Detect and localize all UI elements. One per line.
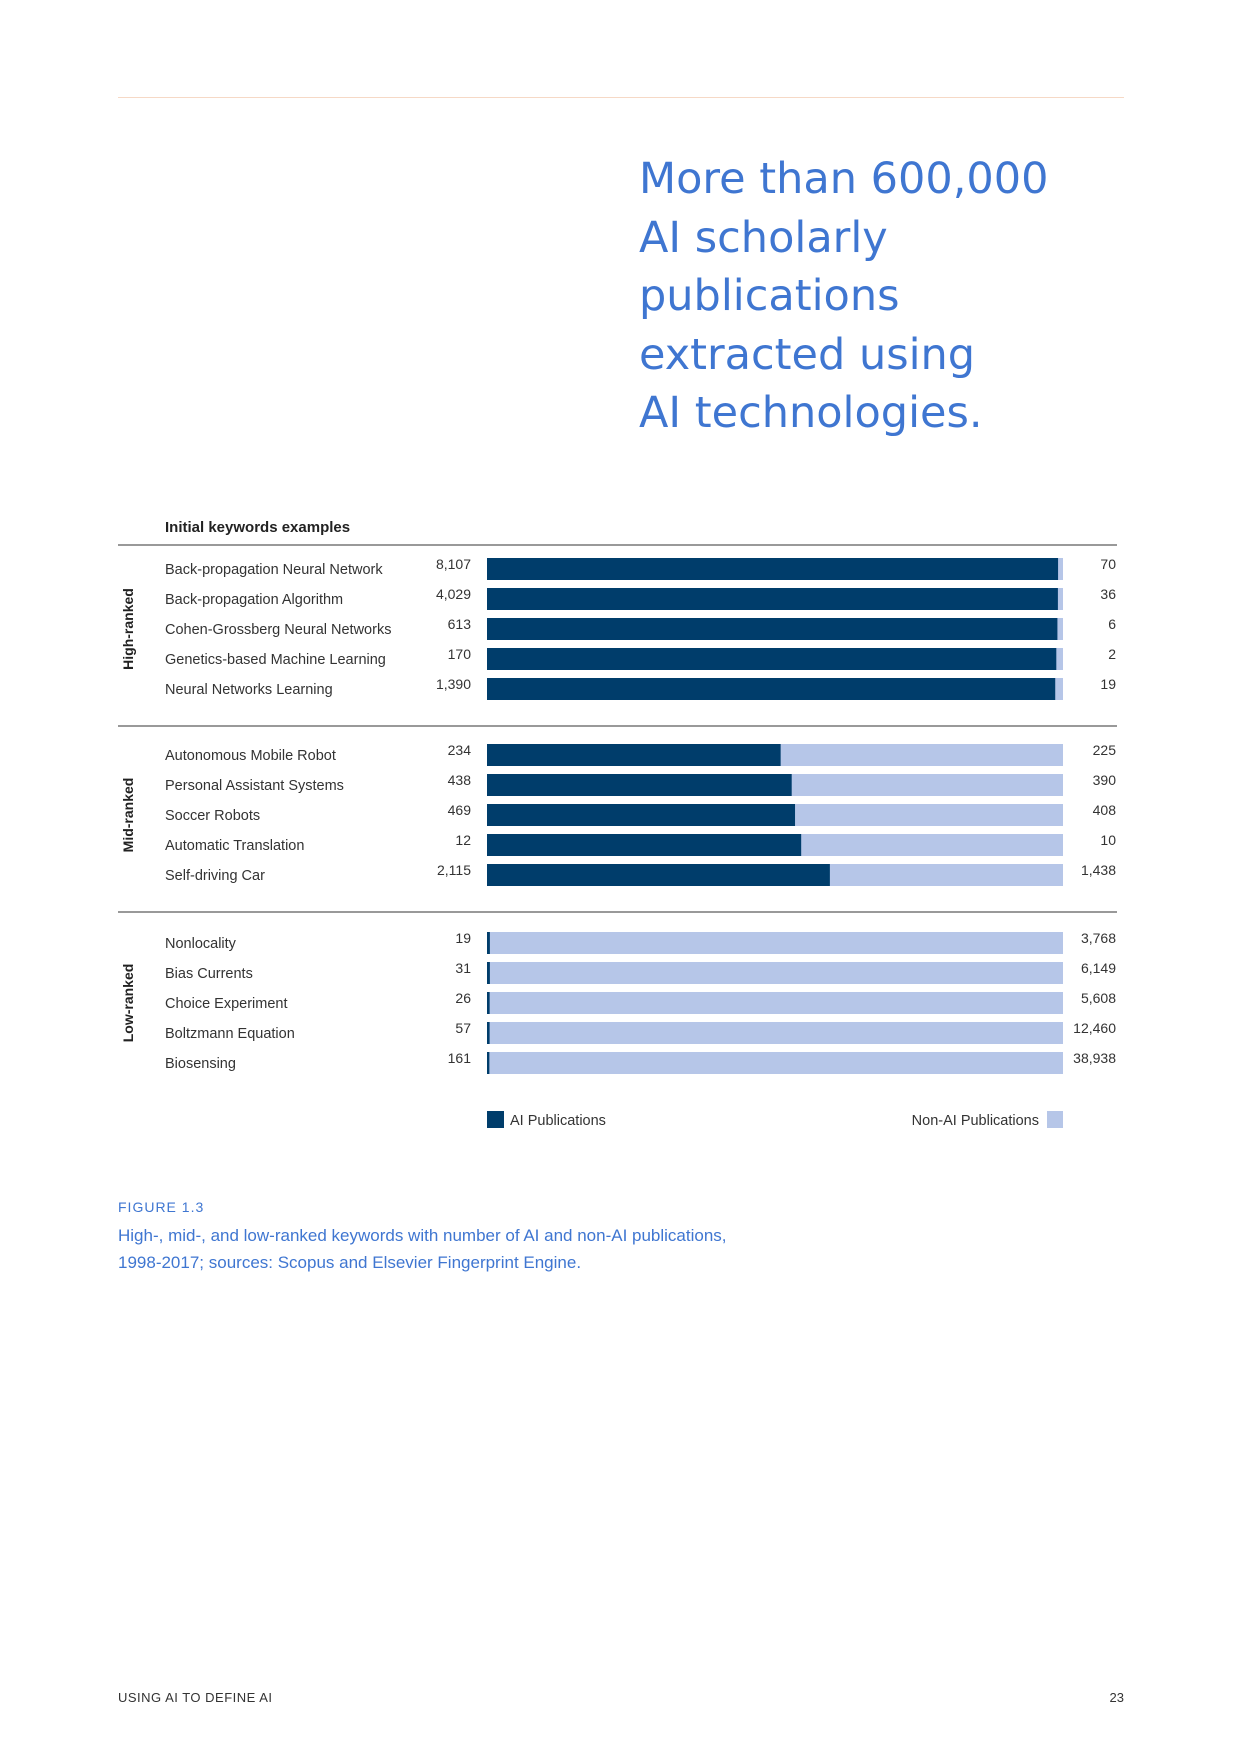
group-label: High-ranked <box>120 588 136 670</box>
keyword-label: Back-propagation Algorithm <box>165 592 343 608</box>
group-label: Mid-ranked <box>120 778 136 853</box>
keyword-label: Genetics-based Machine Learning <box>165 652 386 668</box>
pull-quote: More than 600,000 AI scholarly publicati… <box>639 150 1199 443</box>
non-ai-value-label: 10 <box>1100 832 1116 848</box>
keyword-label: Bias Currents <box>165 966 253 982</box>
pull-quote-line: publications <box>639 271 900 321</box>
non-ai-bar <box>487 992 1063 1014</box>
non-ai-value-label: 19 <box>1100 676 1116 692</box>
keyword-label: Back-propagation Neural Network <box>165 562 383 578</box>
non-ai-bar <box>487 1022 1063 1044</box>
top-rule <box>118 97 1124 98</box>
ai-bar <box>487 932 490 954</box>
non-ai-bar <box>487 962 1063 984</box>
footer-title: USING AI TO DEFINE AI <box>118 1690 273 1705</box>
non-ai-value-label: 38,938 <box>1073 1050 1116 1066</box>
ai-value-label: 1,390 <box>436 676 471 692</box>
keyword-label: Autonomous Mobile Robot <box>165 748 336 764</box>
keyword-label: Biosensing <box>165 1056 236 1072</box>
non-ai-value-label: 6,149 <box>1081 960 1116 976</box>
ai-value-label: 12 <box>455 832 471 848</box>
chart-header: Initial keywords examples <box>165 519 351 536</box>
keyword-label: Nonlocality <box>165 936 237 952</box>
keyword-label: Personal Assistant Systems <box>165 778 344 794</box>
ai-bar <box>487 558 1059 580</box>
ai-value-label: 4,029 <box>436 586 471 602</box>
ai-value-label: 469 <box>448 802 472 818</box>
ai-value-label: 234 <box>448 742 472 758</box>
ai-bar <box>487 992 490 1014</box>
ai-value-label: 8,107 <box>436 556 471 572</box>
keyword-label: Cohen-Grossberg Neural Networks <box>165 622 391 638</box>
ai-value-label: 161 <box>448 1050 472 1066</box>
ai-bar <box>487 804 796 826</box>
page-number: 23 <box>1109 1690 1124 1705</box>
keyword-label: Automatic Translation <box>165 838 304 854</box>
ai-value-label: 19 <box>455 930 471 946</box>
figure-caption: High-, mid-, and low-ranked keywords wit… <box>118 1226 727 1272</box>
legend-swatch-ai <box>487 1111 504 1128</box>
pull-quote-line: AI scholarly <box>639 212 888 263</box>
ai-bar <box>487 744 781 766</box>
non-ai-value-label: 36 <box>1100 586 1116 602</box>
ai-bar <box>487 834 802 856</box>
ai-bar <box>487 678 1056 700</box>
ai-value-label: 2,115 <box>437 862 471 878</box>
ai-bar <box>487 1022 490 1044</box>
keyword-label: Choice Experiment <box>165 996 288 1012</box>
legend-label-ai: AI Publications <box>510 1113 606 1129</box>
legend-label-non-ai: Non-AI Publications <box>912 1113 1039 1129</box>
ai-bar <box>487 588 1058 610</box>
keyword-label: Self-driving Car <box>165 868 265 884</box>
non-ai-value-label: 1,438 <box>1081 862 1116 878</box>
non-ai-value-label: 225 <box>1093 742 1117 758</box>
non-ai-bar <box>487 1052 1063 1074</box>
ai-bar <box>487 962 490 984</box>
non-ai-value-label: 6 <box>1108 616 1116 632</box>
keyword-label: Soccer Robots <box>165 808 260 824</box>
pull-quote-line: extracted using <box>639 329 976 380</box>
legend-swatch-non-ai <box>1047 1111 1063 1128</box>
ai-value-label: 26 <box>455 990 471 1006</box>
group-label: Low-ranked <box>120 964 136 1043</box>
ai-value-label: 57 <box>455 1020 471 1036</box>
ai-bar <box>487 864 830 886</box>
non-ai-value-label: 12,460 <box>1073 1020 1116 1036</box>
figure-label: FIGURE 1.3 <box>118 1199 205 1215</box>
non-ai-value-label: 2 <box>1108 646 1116 662</box>
non-ai-value-label: 5,608 <box>1081 990 1116 1006</box>
non-ai-value-label: 390 <box>1093 772 1117 788</box>
pull-quote-line: More than 600,000 <box>639 154 1049 204</box>
ai-bar <box>487 618 1058 640</box>
ai-value-label: 31 <box>455 960 471 976</box>
keyword-label: Boltzmann Equation <box>165 1026 295 1042</box>
non-ai-bar <box>487 932 1063 954</box>
keyword-label: Neural Networks Learning <box>165 682 333 698</box>
non-ai-value-label: 70 <box>1100 556 1116 572</box>
pull-quote-line: AI technologies. <box>639 388 983 438</box>
ai-bar <box>487 774 792 796</box>
ai-bar <box>487 648 1057 670</box>
non-ai-value-label: 408 <box>1093 802 1117 818</box>
non-ai-value-label: 3,768 <box>1081 930 1116 946</box>
ai-value-label: 170 <box>448 646 472 662</box>
ai-value-label: 613 <box>448 616 472 632</box>
ai-bar <box>487 1052 490 1074</box>
ai-value-label: 438 <box>448 772 472 788</box>
